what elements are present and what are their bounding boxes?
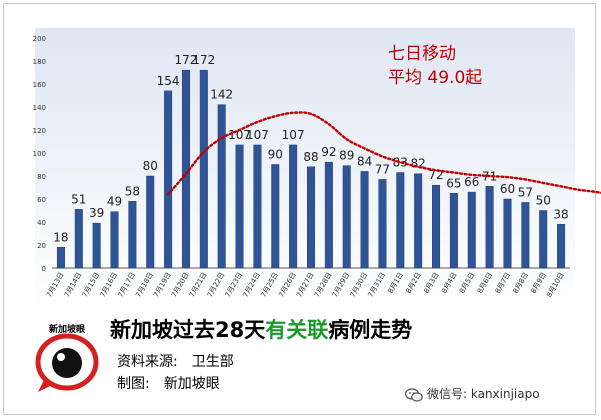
y-tick-label: 120 xyxy=(33,127,46,135)
bar xyxy=(271,164,280,269)
bar-value-label: 154 xyxy=(157,74,180,88)
plot-area xyxy=(35,28,575,311)
bar-value-label: 57 xyxy=(518,185,533,199)
bar xyxy=(253,144,262,269)
bar-value-label: 107 xyxy=(246,128,269,142)
bar xyxy=(467,191,476,269)
bar xyxy=(289,144,298,269)
bar-value-label: 89 xyxy=(339,149,354,163)
bar-value-label: 50 xyxy=(536,194,551,208)
y-tick-label: 100 xyxy=(33,150,46,158)
bar xyxy=(217,104,226,269)
y-tick-label: 140 xyxy=(33,104,46,112)
y-tick-label: 60 xyxy=(37,196,46,204)
bar xyxy=(164,90,173,269)
bar xyxy=(360,171,369,269)
bar-value-label: 38 xyxy=(553,207,568,221)
bar-value-label: 18 xyxy=(53,230,68,244)
bar xyxy=(432,184,441,269)
bar xyxy=(449,193,458,269)
y-tick-label: 200 xyxy=(33,35,46,43)
bar xyxy=(503,198,512,269)
bar xyxy=(324,161,333,269)
y-tick-label: 180 xyxy=(33,58,46,66)
bar-value-label: 58 xyxy=(125,184,140,198)
bar xyxy=(396,172,405,269)
bar-value-label: 107 xyxy=(282,128,305,142)
bar xyxy=(199,69,208,269)
y-tick-label: 20 xyxy=(37,242,46,250)
bar xyxy=(110,211,119,269)
bar xyxy=(378,179,387,269)
bar xyxy=(92,222,101,269)
bar xyxy=(539,210,548,269)
bar-value-label: 39 xyxy=(89,206,104,220)
bar xyxy=(74,209,83,269)
bar xyxy=(306,166,316,269)
bar xyxy=(521,202,530,269)
bar-value-label: 51 xyxy=(71,192,86,206)
y-tick-label: 80 xyxy=(37,173,46,181)
bar-value-label: 172 xyxy=(192,53,215,67)
bar-value-label: 92 xyxy=(321,145,336,159)
y-tick-label: 0 xyxy=(42,265,46,273)
bar-value-label: 80 xyxy=(143,159,158,173)
bar-value-label: 142 xyxy=(210,88,233,102)
bar-value-label: 172 xyxy=(175,53,198,67)
bar-value-label: 66 xyxy=(464,175,479,189)
bar-value-label: 84 xyxy=(357,154,372,168)
bar xyxy=(342,165,351,269)
bar xyxy=(414,173,423,269)
bar-value-label: 77 xyxy=(375,162,390,176)
bar-value-label: 60 xyxy=(500,182,515,196)
bar-value-label: 90 xyxy=(268,148,283,162)
bar xyxy=(56,247,65,269)
bar xyxy=(557,224,566,269)
bar-value-label: 65 xyxy=(446,176,461,190)
bar xyxy=(128,201,137,269)
y-tick-label: 160 xyxy=(33,81,46,89)
bar xyxy=(235,144,244,269)
bar xyxy=(146,175,155,269)
y-tick-label: 40 xyxy=(37,219,46,227)
bar-value-label: 49 xyxy=(107,195,122,209)
bars xyxy=(56,69,566,269)
bar-value-label: 88 xyxy=(303,150,318,164)
moving-average-line xyxy=(166,111,601,196)
bar xyxy=(485,186,494,269)
